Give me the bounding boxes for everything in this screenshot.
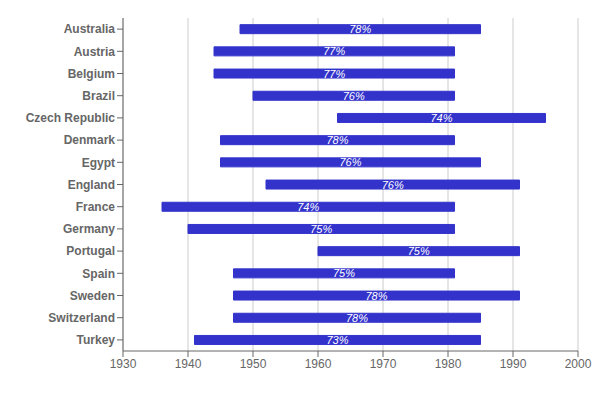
svg-text:Turkey: Turkey <box>77 333 116 347</box>
svg-text:75%: 75% <box>408 245 430 257</box>
svg-text:Belgium: Belgium <box>68 67 115 81</box>
svg-text:74%: 74% <box>430 112 452 124</box>
svg-text:78%: 78% <box>349 23 371 35</box>
svg-text:78%: 78% <box>326 134 348 146</box>
svg-text:77%: 77% <box>323 45 345 57</box>
svg-text:Portugal: Portugal <box>66 244 115 258</box>
svg-text:Switzerland: Switzerland <box>48 311 115 325</box>
svg-text:France: France <box>76 200 116 214</box>
svg-text:1930: 1930 <box>110 357 137 371</box>
svg-text:75%: 75% <box>333 267 355 279</box>
svg-text:Germany: Germany <box>63 222 115 236</box>
svg-text:1990: 1990 <box>500 357 527 371</box>
svg-text:Brazil: Brazil <box>82 89 115 103</box>
svg-text:Egypt: Egypt <box>82 156 115 170</box>
svg-text:74%: 74% <box>297 201 319 213</box>
svg-text:76%: 76% <box>339 156 361 168</box>
svg-text:Denmark: Denmark <box>64 133 116 147</box>
svg-text:1960: 1960 <box>305 357 332 371</box>
svg-text:73%: 73% <box>326 334 348 346</box>
svg-text:1980: 1980 <box>435 357 462 371</box>
svg-text:2000: 2000 <box>565 357 592 371</box>
svg-text:Sweden: Sweden <box>70 289 115 303</box>
svg-text:1940: 1940 <box>175 357 202 371</box>
svg-text:1950: 1950 <box>240 357 267 371</box>
svg-text:76%: 76% <box>382 179 404 191</box>
svg-text:Spain: Spain <box>82 267 115 281</box>
svg-text:75%: 75% <box>310 223 332 235</box>
svg-text:78%: 78% <box>365 290 387 302</box>
svg-text:78%: 78% <box>346 312 368 324</box>
svg-text:1970: 1970 <box>370 357 397 371</box>
svg-text:England: England <box>68 178 115 192</box>
svg-text:Austria: Austria <box>74 45 116 59</box>
svg-text:76%: 76% <box>343 90 365 102</box>
svg-text:Czech Republic: Czech Republic <box>26 111 116 125</box>
svg-text:Australia: Australia <box>64 22 116 36</box>
svg-text:77%: 77% <box>323 68 345 80</box>
